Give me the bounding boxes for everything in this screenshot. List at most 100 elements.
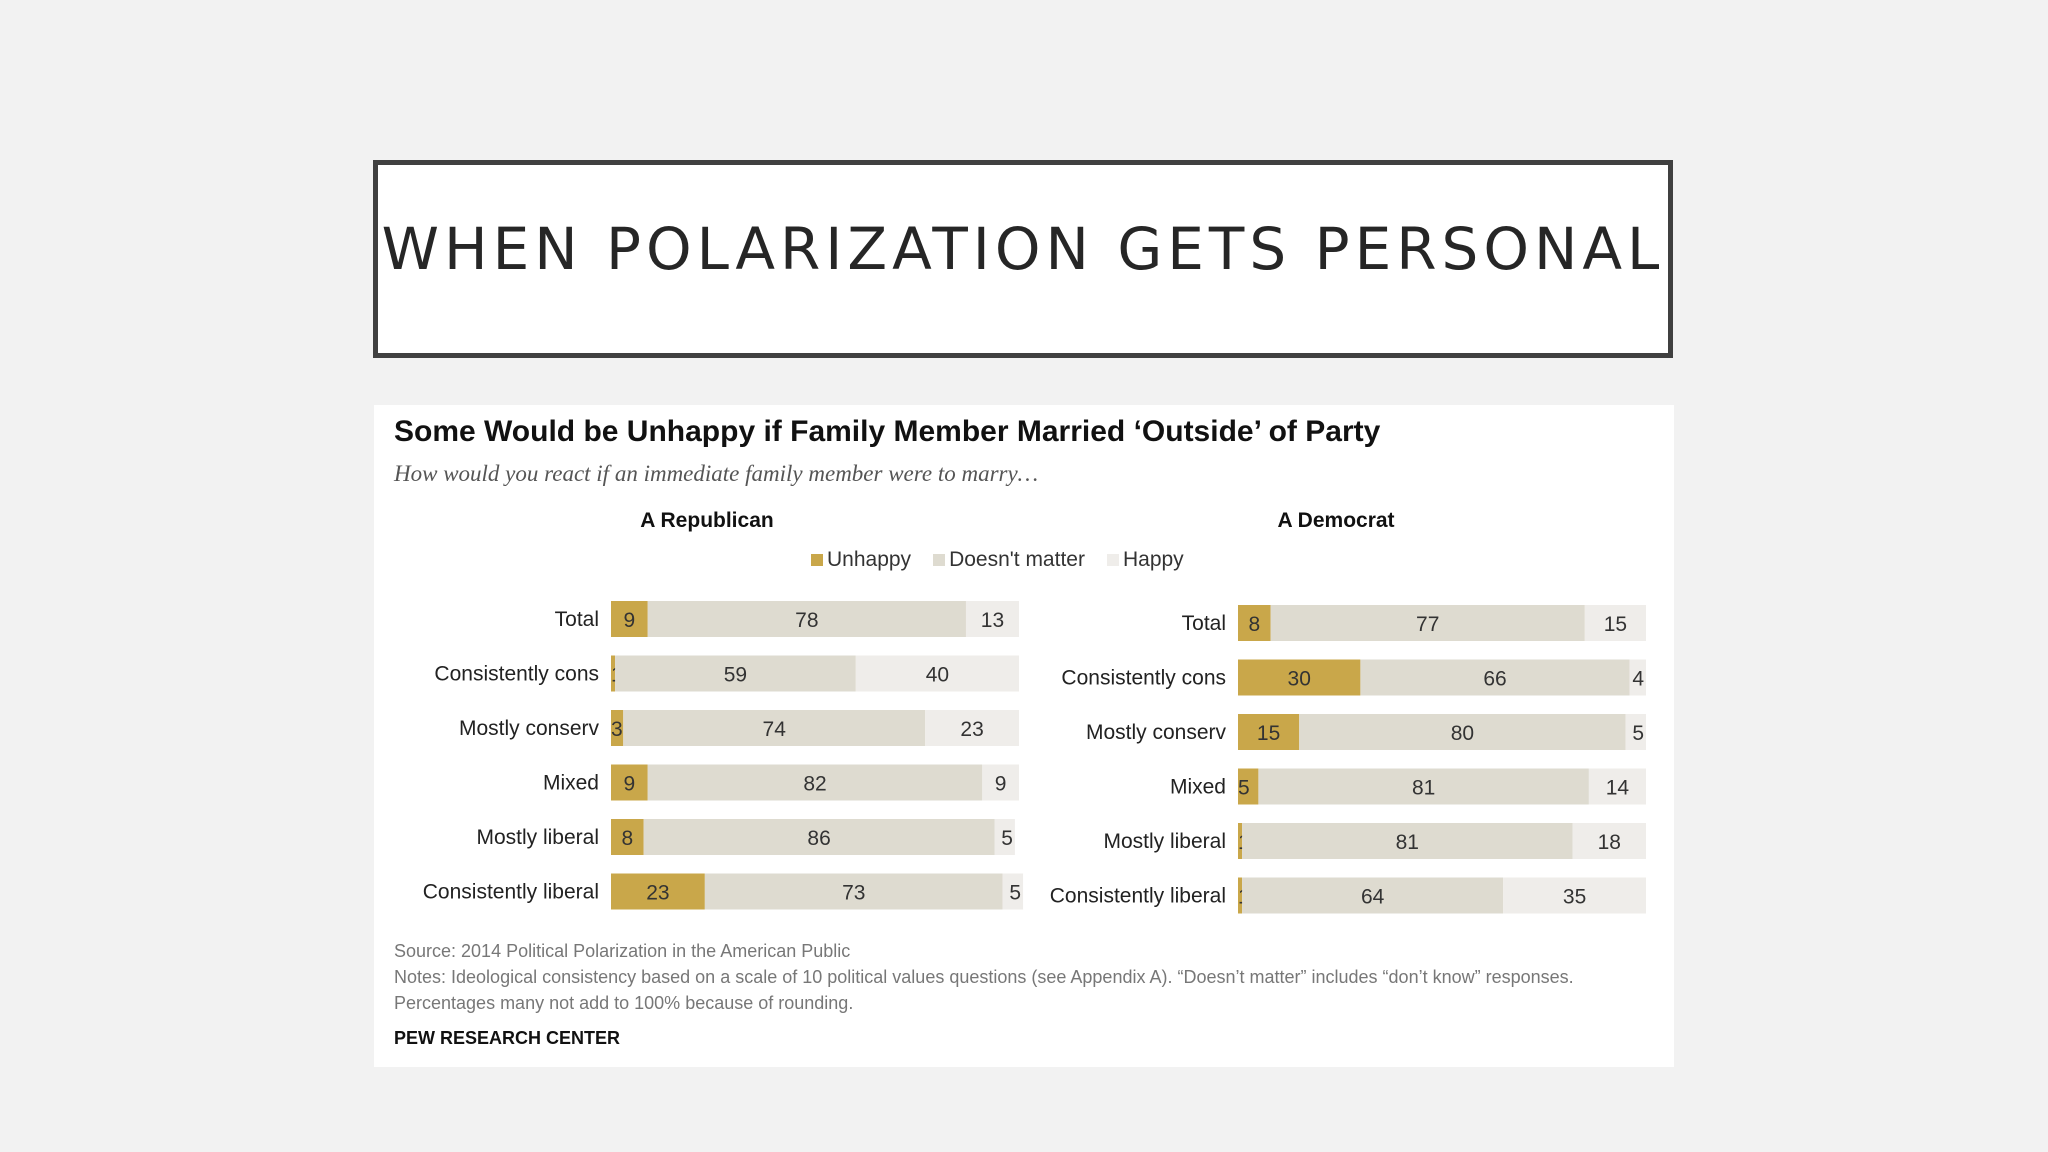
bar-republican-consistently-liberal-unhappy: [611, 873, 705, 910]
value-label-democrat-consistently-cons-unhappy: 30: [1288, 668, 1311, 691]
figure-subtitle: How would you react if an immediate fami…: [394, 461, 1039, 486]
bar-republican-mostly-conserv-happy: [925, 710, 1019, 746]
bar-democrat-consistently-liberal-unhappy: [1238, 877, 1243, 914]
legend-swatch-doesnt-matter: [933, 554, 946, 566]
value-label-democrat-mostly-liberal-happy: 18: [1598, 831, 1621, 854]
value-label-republican-mostly-conserv-unhappy: 3: [611, 718, 623, 741]
bar-democrat-mixed-happy: [1588, 768, 1646, 805]
bar-republican-mostly-liberal-doesnt-matter: [643, 819, 995, 855]
bar-republican-mostly-conserv-unhappy: [611, 710, 624, 746]
value-label-republican-mostly-conserv-happy: 23: [960, 718, 983, 741]
bar-democrat-mostly-conserv-doesnt-matter: [1299, 714, 1626, 750]
notes-text: Notes: Ideological consistency based on …: [394, 967, 1574, 1013]
value-label-republican-consistently-cons-doesnt-matter: 59: [724, 664, 747, 687]
bar-republican-mostly-conserv-doesnt-matter: [623, 710, 926, 746]
value-label-democrat-mostly-conserv-happy: 5: [1632, 722, 1644, 745]
slide-title: WHEN POLARIZATION GETS PERSONAL: [381, 215, 1665, 283]
row-label-republican-mixed: Mixed: [543, 772, 599, 795]
value-label-republican-consistently-cons-happy: 40: [926, 664, 949, 687]
panel-title-democrat: A Democrat: [1277, 509, 1395, 532]
value-label-republican-total-happy: 13: [981, 609, 1004, 632]
value-label-democrat-consistently-cons-happy: 4: [1632, 668, 1644, 691]
bar-republican-consistently-cons-unhappy: [611, 655, 616, 692]
row-label-democrat-mixed: Mixed: [1170, 776, 1226, 799]
bar-republican-total-doesnt-matter: [647, 601, 966, 637]
slide-title-box: WHEN POLARIZATION GETS PERSONAL: [373, 160, 1673, 358]
bar-republican-mixed-happy: [982, 764, 1019, 801]
value-label-republican-mostly-liberal-happy: 5: [1001, 827, 1013, 850]
value-label-republican-total-unhappy: 9: [624, 609, 636, 632]
row-label-republican-total: Total: [555, 608, 599, 631]
legend-swatch-unhappy: [811, 554, 823, 566]
value-label-democrat-mostly-conserv-doesnt-matter: 80: [1451, 722, 1474, 745]
bar-democrat-consistently-liberal-happy: [1503, 877, 1646, 914]
chart-bars: Total 9 78 13 Consistently cons 15 9 40 Mostly c…: [423, 601, 1646, 914]
bar-republican-mostly-liberal-unhappy: [611, 819, 644, 855]
value-label-democrat-consistently-liberal-doesnt-matter: 64: [1361, 886, 1385, 909]
row-label-republican-consistently-cons: Consistently cons: [434, 663, 599, 686]
row-label-democrat-mostly-liberal: Mostly liberal: [1103, 830, 1226, 853]
figure-source: Source: 2014 Political Polarization in t…: [394, 938, 1654, 1016]
bar-democrat-mostly-liberal-happy: [1572, 823, 1646, 859]
row-label-republican-mostly-liberal: Mostly liberal: [476, 826, 599, 849]
bar-democrat-mixed-doesnt-matter: [1258, 768, 1589, 805]
value-label-democrat-total-happy: 15: [1604, 613, 1627, 636]
row-label-democrat-consistently-liberal: Consistently liberal: [1050, 885, 1226, 908]
legend-swatch-happy: [1106, 554, 1119, 566]
bar-republican-consistently-cons-happy: [855, 655, 1019, 692]
row-label-democrat-total: Total: [1182, 612, 1226, 635]
row-label-republican-consistently-liberal: Consistently liberal: [423, 881, 599, 904]
legend-item-happy: Happy: [1106, 548, 1184, 572]
value-label-democrat-mixed-unhappy: 5: [1238, 777, 1250, 800]
value-label-republican-mostly-conserv-doesnt-matter: 74: [763, 718, 787, 741]
legend-item-doesnt-matter: Doesn't matter: [933, 548, 1085, 572]
value-label-republican-mixed-doesnt-matter: 82: [803, 773, 826, 796]
value-label-republican-mostly-liberal-doesnt-matter: 86: [807, 827, 830, 850]
value-label-democrat-consistently-liberal-happy: 35: [1563, 886, 1586, 909]
legend-item-unhappy: Unhappy: [811, 548, 911, 572]
legend-label-doesnt-matter: Doesn't matter: [949, 548, 1085, 571]
value-label-democrat-mostly-liberal-doesnt-matter: 81: [1396, 831, 1419, 854]
bar-republican-consistently-liberal-doesnt-matter: [704, 873, 1003, 910]
value-label-republican-consistently-liberal-doesnt-matter: 73: [842, 882, 865, 905]
value-label-democrat-mixed-happy: 14: [1606, 777, 1630, 800]
bar-democrat-total-unhappy: [1238, 605, 1271, 641]
bar-democrat-mostly-liberal-doesnt-matter: [1242, 823, 1573, 859]
row-label-republican-mostly-conserv: Mostly conserv: [459, 717, 600, 740]
value-label-democrat-total-unhappy: 8: [1248, 613, 1260, 636]
bar-republican-total-happy: [965, 601, 1019, 637]
bar-democrat-total-doesnt-matter: [1270, 605, 1585, 641]
bar-democrat-mostly-liberal-unhappy: [1238, 823, 1243, 859]
bar-republican-consistently-liberal-happy: [1002, 873, 1024, 910]
figure-title: Some Would be Unhappy if Family Member M…: [394, 415, 1381, 448]
bar-democrat-mixed-unhappy: [1238, 768, 1259, 805]
brand-label: PEW RESEARCH CENTER: [394, 1028, 621, 1048]
value-label-republican-consistently-liberal-happy: 5: [1009, 882, 1021, 905]
bar-republican-consistently-cons-doesnt-matter: [615, 655, 856, 692]
bar-democrat-consistently-cons-doesnt-matter: [1360, 659, 1630, 696]
bar-democrat-mostly-conserv-happy: [1625, 714, 1646, 750]
value-label-republican-mixed-unhappy: 9: [624, 773, 636, 796]
value-label-republican-total-doesnt-matter: 78: [795, 609, 818, 632]
row-label-democrat-consistently-cons: Consistently cons: [1061, 667, 1226, 690]
value-label-republican-mostly-liberal-unhappy: 8: [621, 827, 633, 850]
bar-republican-mixed-doesnt-matter: [647, 764, 983, 801]
legend: Unhappy Doesn't matter Happy: [811, 548, 1184, 572]
bar-democrat-mostly-conserv-unhappy: [1238, 714, 1300, 750]
bar-democrat-consistently-cons-unhappy: [1238, 659, 1361, 696]
bar-democrat-total-happy: [1584, 605, 1646, 641]
bar-republican-mixed-unhappy: [611, 764, 648, 801]
chart-figure: Some Would be Unhappy if Family Member M…: [374, 405, 1674, 1067]
legend-label-happy: Happy: [1122, 548, 1184, 571]
value-label-democrat-mixed-doesnt-matter: 81: [1412, 777, 1435, 800]
value-label-democrat-consistently-cons-doesnt-matter: 66: [1483, 668, 1506, 691]
panel-title-republican: A Republican: [640, 509, 774, 532]
value-label-republican-mixed-happy: 9: [995, 773, 1007, 796]
value-label-republican-consistently-liberal-unhappy: 23: [646, 882, 669, 905]
bar-democrat-consistently-liberal-doesnt-matter: [1242, 877, 1504, 914]
value-label-democrat-mostly-conserv-unhappy: 15: [1257, 722, 1280, 745]
bar-democrat-consistently-cons-happy: [1629, 659, 1646, 696]
row-label-democrat-mostly-conserv: Mostly conserv: [1086, 721, 1227, 744]
bar-republican-mostly-liberal-happy: [994, 819, 1015, 855]
bar-republican-total-unhappy: [611, 601, 648, 637]
